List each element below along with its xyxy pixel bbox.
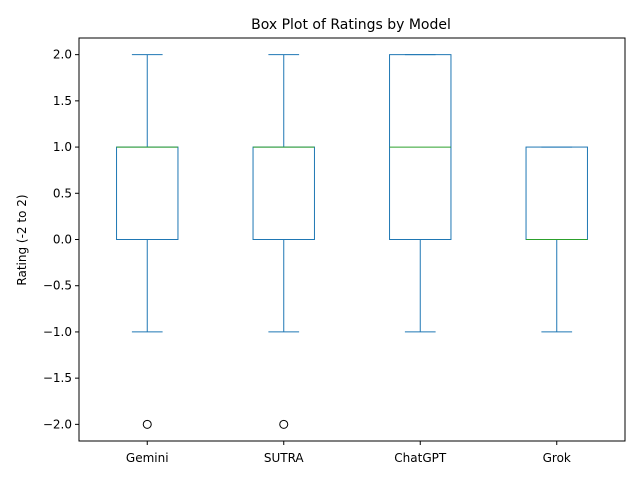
y-tick-label: 0.0 [53, 233, 72, 247]
chart-title: Box Plot of Ratings by Model [251, 17, 451, 33]
outlier-point-gemini [142, 419, 152, 429]
y-tick-label: 1.0 [53, 140, 72, 154]
y-tick-label: −0.5 [43, 279, 72, 293]
x-tick-label-gemini: Gemini [126, 451, 169, 465]
y-tick-label: 1.5 [53, 94, 72, 108]
box-grok [525, 146, 588, 240]
y-tick-label: −1.5 [43, 371, 72, 385]
x-tick-label-grok: Grok [543, 451, 571, 465]
y-tick-label: −1.0 [43, 325, 72, 339]
x-tick-label-sutra: SUTRA [264, 451, 305, 465]
y-tick-label: −2.0 [43, 417, 72, 431]
box-sutra [252, 146, 315, 240]
y-axis-label: Rating (-2 to 2) [15, 194, 29, 285]
y-tick-label: 2.0 [53, 48, 72, 62]
axes-frame [78, 37, 626, 442]
box-gemini [116, 146, 179, 240]
plot-area: −2.0 −1.5 −1.0 −0.5 0.0 0.5 1.0 1.5 2.0 Gemini SUT… [43, 48, 588, 465]
outlier-point-sutra [279, 419, 289, 429]
y-tick-label: 0.5 [53, 186, 72, 200]
x-tick-label-chatgpt: ChatGPT [394, 451, 447, 465]
